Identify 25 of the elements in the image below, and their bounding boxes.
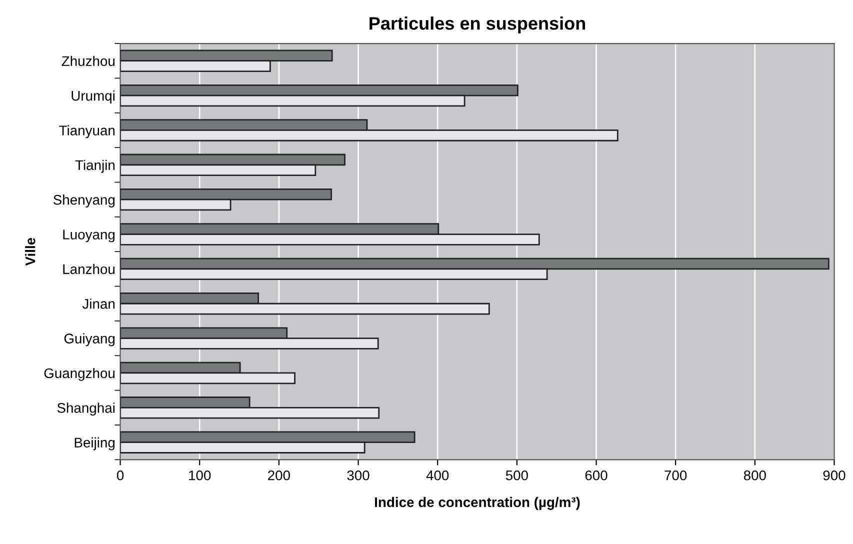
chart-title: Particules en suspension bbox=[370, 16, 586, 34]
y-tick-label: Tianjin bbox=[75, 160, 115, 173]
x-axis-title: Indice de concentration (µg/m³) bbox=[375, 496, 580, 510]
y-tick-label: Beijing bbox=[74, 437, 115, 450]
x-tick-label: 700 bbox=[664, 470, 687, 480]
y-tick-label: Jinan bbox=[82, 298, 115, 309]
x-tick-label: 300 bbox=[347, 470, 370, 480]
y-tick-label: Guangzhou bbox=[44, 368, 114, 381]
x-tick-label: 800 bbox=[744, 470, 766, 480]
y-tick-label: Guiyang bbox=[64, 333, 115, 346]
x-tick-label: 900 bbox=[823, 470, 846, 480]
y-tick-label: Zhuzhou bbox=[62, 56, 114, 66]
y-tick-label: Luoyang bbox=[63, 230, 115, 242]
x-tick-label: 200 bbox=[268, 470, 290, 480]
y-tick-label: Shanghai bbox=[57, 402, 114, 416]
x-tick-label: 600 bbox=[585, 470, 608, 480]
y-tick-label: Shenyang bbox=[53, 194, 115, 208]
x-tick-label: 500 bbox=[506, 470, 528, 480]
x-tick-label: 0 bbox=[116, 470, 124, 480]
x-tick-label: 400 bbox=[426, 470, 449, 480]
y-axis-title: Ville bbox=[25, 238, 36, 266]
x-tick-label: 100 bbox=[189, 470, 211, 480]
y-tick-label: Lanzhou bbox=[63, 264, 114, 274]
y-tick-label: Tianyuan bbox=[59, 125, 115, 138]
y-tick-label: Urumqi bbox=[72, 90, 114, 104]
